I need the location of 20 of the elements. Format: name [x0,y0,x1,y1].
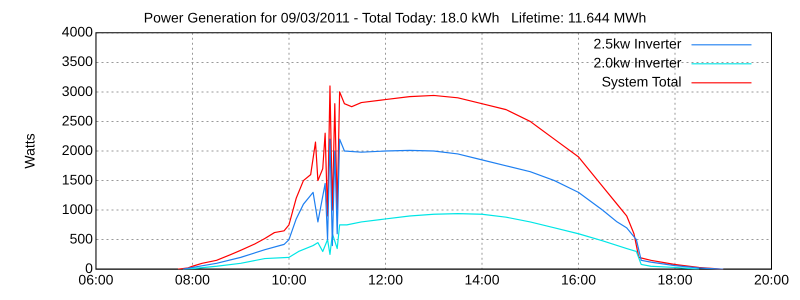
x-tick-label: 08:00 [174,271,210,288]
x-tick-label: 18:00 [657,271,693,288]
y-axis-title: Watts [21,133,38,169]
legend-label: 2.0kw Inverter [594,54,682,71]
y-tick-label: 1500 [62,171,94,188]
y-tick-label: 4000 [62,24,94,40]
x-tick-label: 16:00 [560,271,596,288]
x-tick-label: 14:00 [464,271,500,288]
x-tick-label: 20:00 [754,271,790,288]
y-tick-label: 2500 [62,112,94,128]
y-tick-label: 3000 [62,82,94,99]
y-tick-label: 500 [70,230,94,247]
x-tick-label: 10:00 [271,271,307,288]
y-tick-label: 3500 [62,53,94,70]
y-tick-label: 1000 [62,200,94,217]
x-tick-label: 12:00 [368,271,404,288]
legend-label: System Total [602,74,682,90]
y-tick-label: 2000 [62,142,94,158]
legend-label: 2.5kw Inverter [594,36,682,52]
chart-title: Power Generation for 09/03/2011 - Total Today: 18.0 kWh Lifetime: 11.644 MWh [144,9,646,26]
